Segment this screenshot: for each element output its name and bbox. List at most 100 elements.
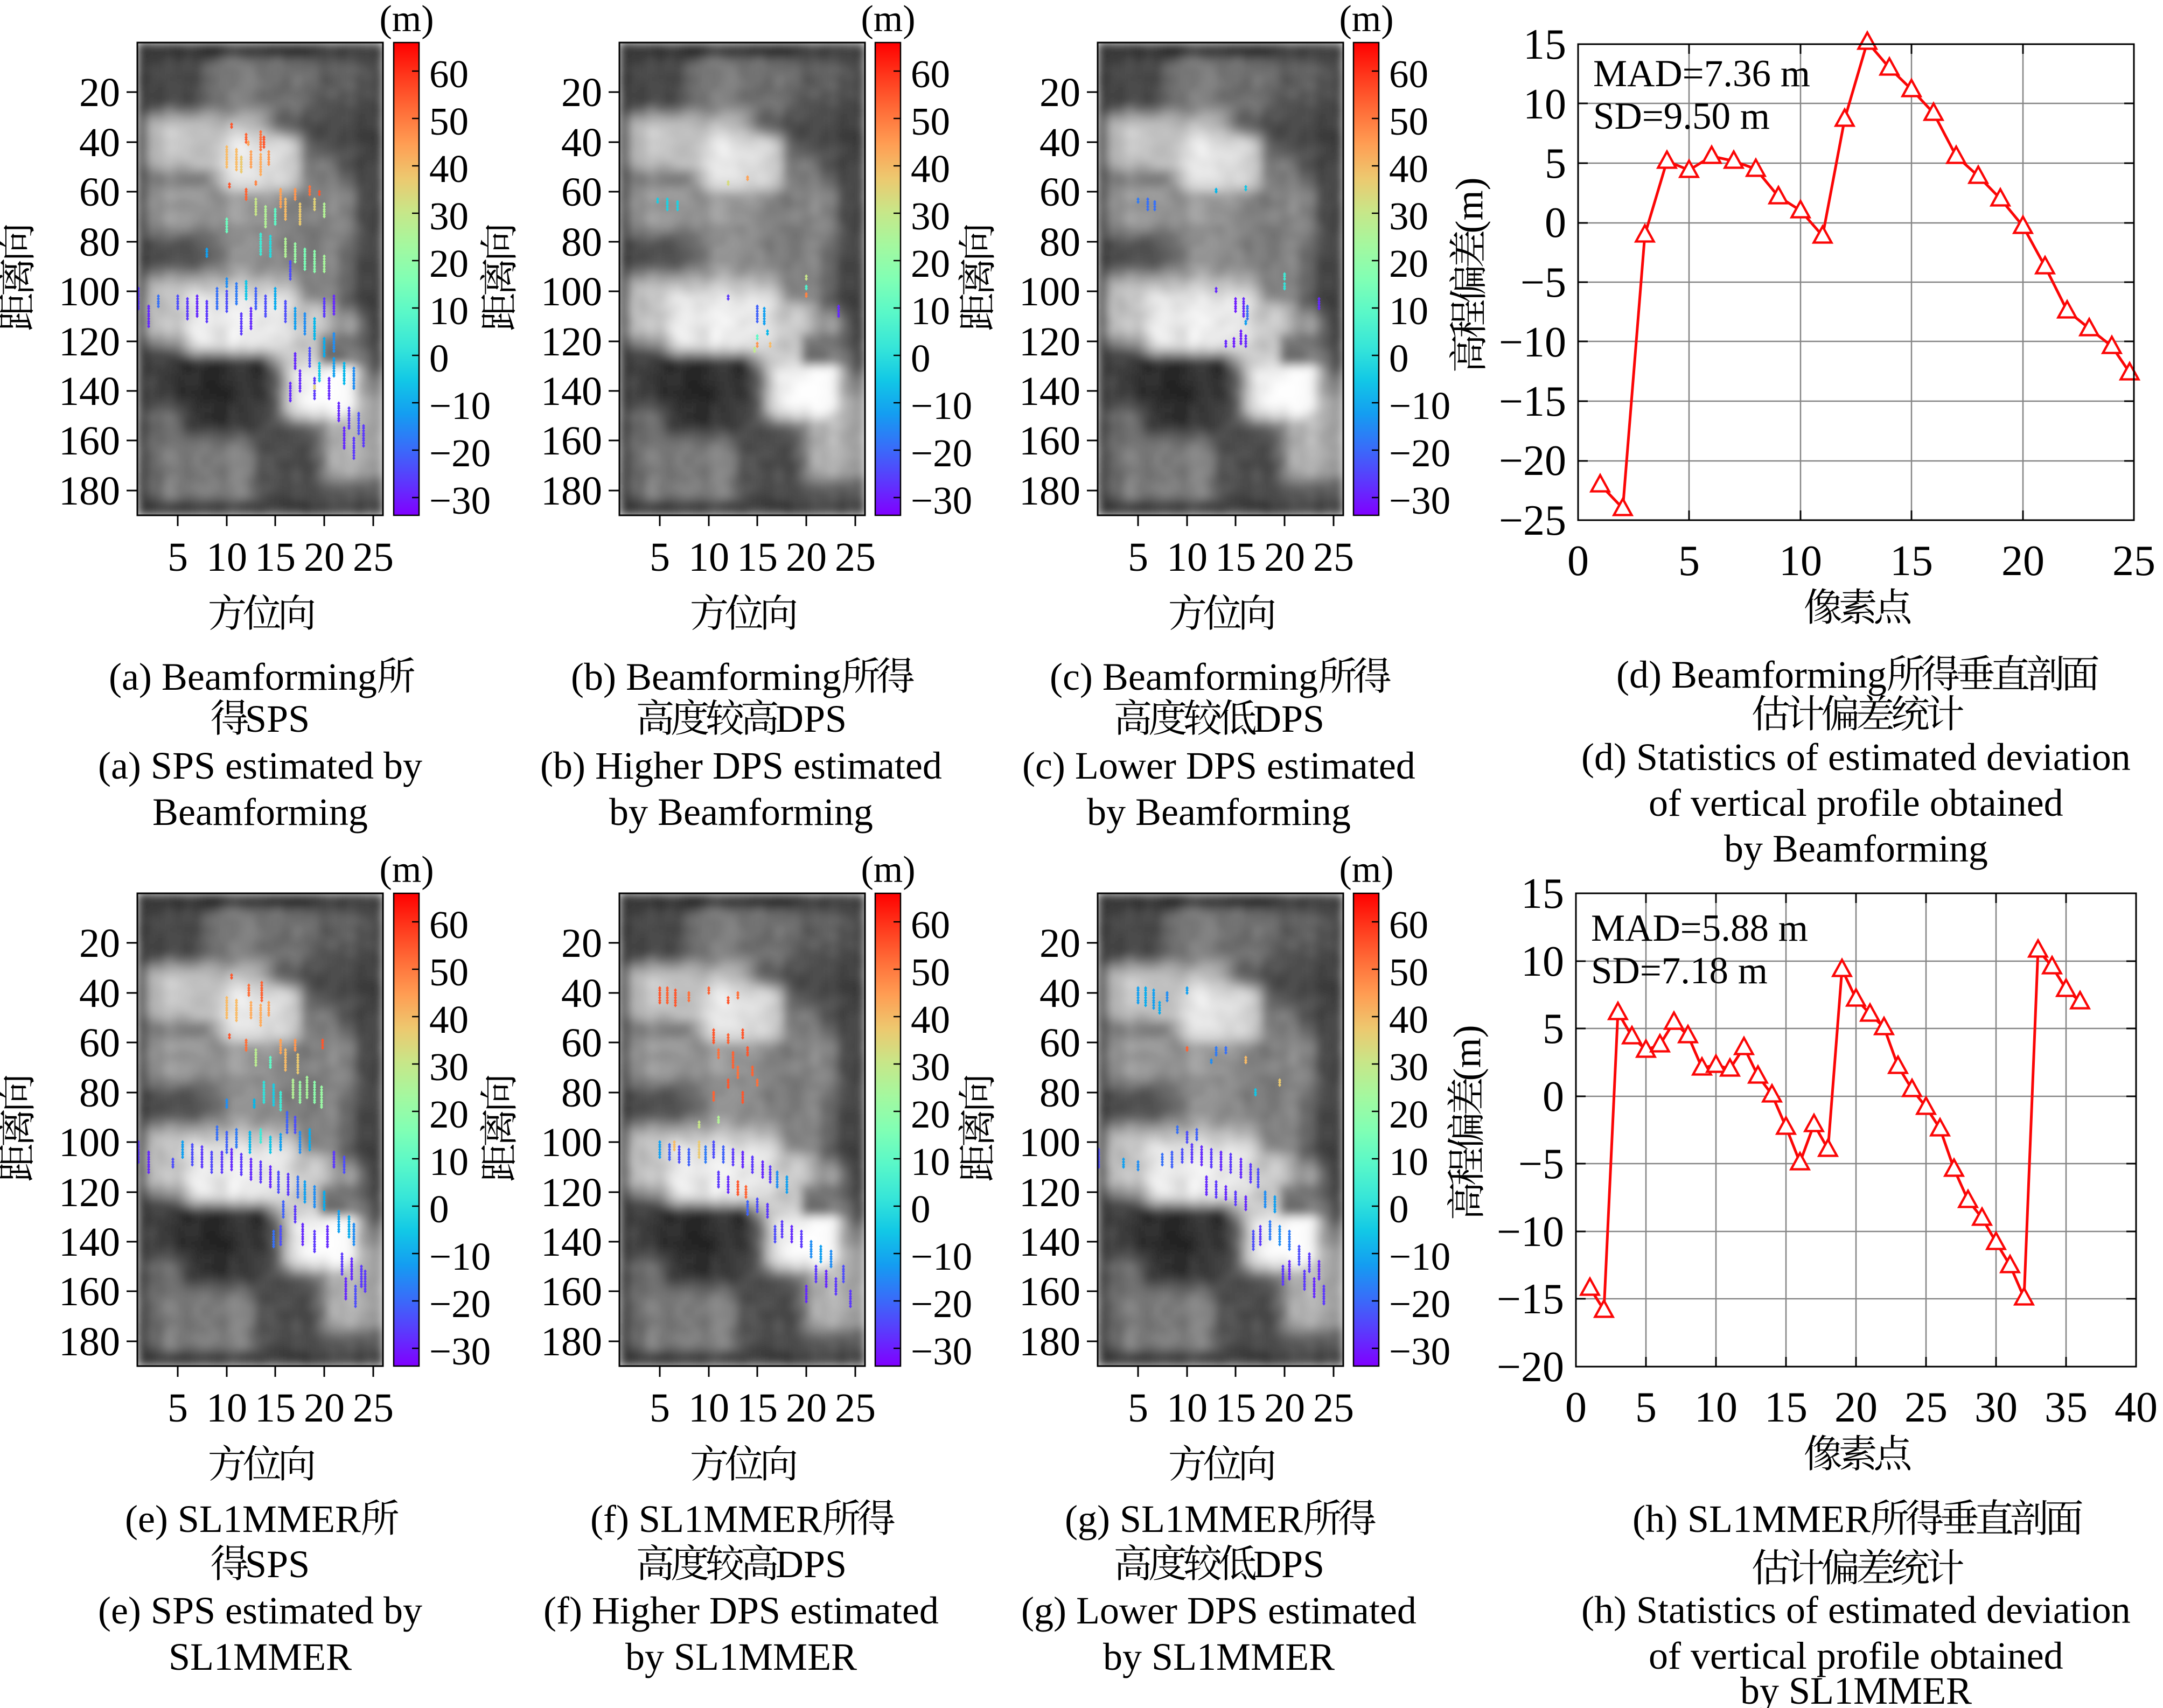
svg-text:10: 10 <box>688 1385 729 1431</box>
svg-text:40: 40 <box>79 120 120 165</box>
svg-text:15: 15 <box>1523 21 1566 68</box>
svg-text:20: 20 <box>1039 70 1080 115</box>
svg-text:40: 40 <box>561 971 602 1016</box>
svg-text:(f) SL1MMER: (f) SL1MMER <box>590 1497 822 1541</box>
svg-text:40: 40 <box>429 998 469 1041</box>
svg-text:60: 60 <box>1039 1020 1080 1066</box>
svg-text:−5: −5 <box>1520 259 1566 306</box>
svg-text:(m): (m) <box>1448 177 1491 233</box>
svg-text:20: 20 <box>786 535 827 580</box>
svg-text:60: 60 <box>79 170 120 215</box>
svg-text:30: 30 <box>1974 1384 2018 1431</box>
svg-text:(m): (m) <box>861 849 915 891</box>
svg-text:SD=9.50 m: SD=9.50 m <box>1593 95 1770 137</box>
svg-text:60: 60 <box>429 52 469 96</box>
svg-text:120: 120 <box>59 319 120 365</box>
svg-text:5: 5 <box>650 535 670 580</box>
svg-text:20: 20 <box>1834 1384 1878 1431</box>
svg-text:180: 180 <box>59 1319 120 1364</box>
svg-text:120: 120 <box>1019 319 1080 365</box>
svg-text:180: 180 <box>1019 468 1080 514</box>
svg-text:(g) Lower DPS estimated: (g) Lower DPS estimated <box>1021 1589 1417 1632</box>
svg-text:(m): (m) <box>1339 849 1393 891</box>
svg-text:25: 25 <box>2112 537 2155 585</box>
svg-text:(h) SL1MMER: (h) SL1MMER <box>1632 1497 1871 1541</box>
svg-text:0: 0 <box>1543 1073 1564 1121</box>
svg-text:50: 50 <box>911 100 950 143</box>
svg-text:10: 10 <box>429 1140 469 1184</box>
svg-text:40: 40 <box>1039 971 1080 1016</box>
svg-text:(m): (m) <box>861 0 915 40</box>
svg-text:10: 10 <box>1694 1384 1738 1431</box>
svg-text:120: 120 <box>59 1170 120 1215</box>
svg-text:−30: −30 <box>911 1329 972 1373</box>
svg-text:0: 0 <box>1567 537 1589 585</box>
svg-text:0: 0 <box>1389 337 1409 380</box>
svg-text:5: 5 <box>168 535 188 580</box>
svg-text:60: 60 <box>1039 170 1080 215</box>
svg-text:10: 10 <box>688 535 729 580</box>
svg-text:by SL1MMER: by SL1MMER <box>1740 1669 1972 1708</box>
svg-text:120: 120 <box>1019 1170 1080 1215</box>
svg-text:20: 20 <box>1389 1093 1428 1136</box>
svg-text:60: 60 <box>911 903 950 947</box>
svg-text:−15: −15 <box>1497 1276 1564 1323</box>
svg-text:50: 50 <box>911 950 950 994</box>
svg-text:20: 20 <box>304 535 345 580</box>
svg-text:30: 30 <box>429 1045 469 1089</box>
svg-text:140: 140 <box>541 369 602 414</box>
svg-text:80: 80 <box>1039 1070 1080 1116</box>
svg-text:SD=7.18 m: SD=7.18 m <box>1591 950 1768 992</box>
svg-text:−20: −20 <box>911 431 972 475</box>
svg-text:SPS: SPS <box>245 697 310 740</box>
svg-text:100: 100 <box>1019 1120 1080 1165</box>
svg-text:60: 60 <box>561 170 602 215</box>
svg-text:160: 160 <box>1019 1269 1080 1314</box>
svg-text:15: 15 <box>1890 537 1933 585</box>
svg-text:by SL1MMER: by SL1MMER <box>1103 1635 1335 1678</box>
svg-text:−20: −20 <box>1389 1282 1450 1326</box>
svg-text:15: 15 <box>737 1385 778 1431</box>
svg-text:(h) Statistics of estimated de: (h) Statistics of estimated deviation <box>1581 1588 2131 1632</box>
svg-text:(b) Higher DPS estimated: (b) Higher DPS estimated <box>540 744 942 787</box>
svg-text:30: 30 <box>911 194 950 238</box>
svg-text:15: 15 <box>255 535 296 580</box>
svg-text:MAD=5.88 m: MAD=5.88 m <box>1591 907 1808 949</box>
svg-text:−10: −10 <box>1497 1208 1564 1256</box>
svg-text:0: 0 <box>1545 199 1566 247</box>
svg-text:50: 50 <box>429 100 469 143</box>
svg-text:(e) SL1MMER: (e) SL1MMER <box>125 1497 361 1541</box>
svg-text:180: 180 <box>541 468 602 514</box>
svg-text:−20: −20 <box>429 1282 491 1326</box>
svg-text:40: 40 <box>1389 147 1428 191</box>
svg-text:100: 100 <box>541 269 602 314</box>
svg-text:−10: −10 <box>1389 384 1450 428</box>
svg-text:0: 0 <box>911 1187 931 1231</box>
svg-text:100: 100 <box>1019 269 1080 314</box>
svg-text:by SL1MMER: by SL1MMER <box>625 1635 857 1678</box>
svg-text:60: 60 <box>429 903 469 947</box>
svg-text:(m): (m) <box>1446 1025 1489 1081</box>
svg-text:20: 20 <box>79 921 120 966</box>
svg-text:20: 20 <box>786 1385 827 1431</box>
svg-text:−20: −20 <box>1389 431 1450 475</box>
svg-text:160: 160 <box>59 1269 120 1314</box>
svg-text:120: 120 <box>541 1170 602 1215</box>
svg-text:40: 40 <box>1389 998 1428 1041</box>
svg-text:of vertical profile obtained: of vertical profile obtained <box>1649 781 2063 824</box>
svg-text:35: 35 <box>2045 1384 2088 1431</box>
svg-text:40: 40 <box>911 998 950 1041</box>
svg-text:(m): (m) <box>379 849 434 891</box>
svg-text:(g) SL1MMER: (g) SL1MMER <box>1065 1497 1303 1541</box>
svg-text:−10: −10 <box>1389 1235 1450 1278</box>
svg-text:5: 5 <box>1128 1385 1148 1431</box>
svg-text:20: 20 <box>1039 921 1080 966</box>
svg-text:5: 5 <box>1678 537 1700 585</box>
svg-text:20: 20 <box>1264 535 1305 580</box>
svg-text:120: 120 <box>541 319 602 365</box>
svg-text:30: 30 <box>1389 194 1428 238</box>
svg-text:−10: −10 <box>429 384 491 428</box>
svg-text:40: 40 <box>429 147 469 191</box>
svg-text:DPS: DPS <box>776 1543 847 1586</box>
svg-text:−15: −15 <box>1499 378 1566 425</box>
